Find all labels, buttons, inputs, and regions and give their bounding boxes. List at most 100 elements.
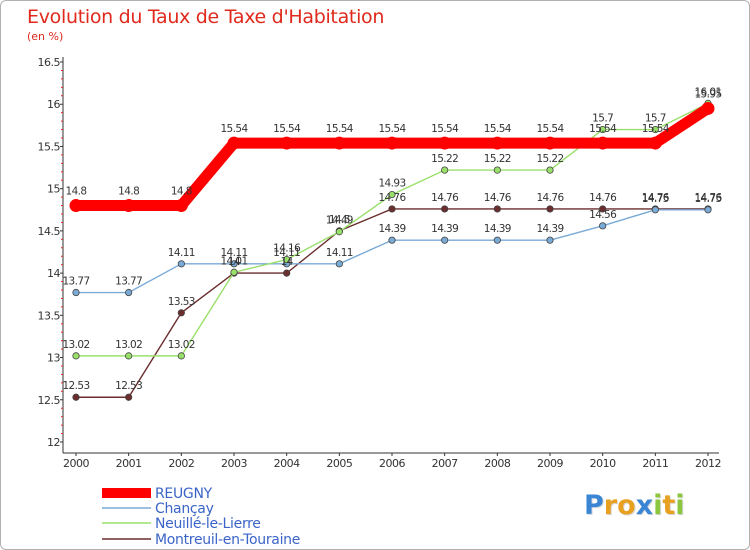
- data-label: 15.54: [536, 123, 564, 135]
- data-label: 14.76: [642, 192, 670, 204]
- data-label: 15.22: [536, 153, 563, 165]
- data-point: [599, 205, 607, 213]
- data-point: [438, 136, 452, 150]
- x-tick-label: 2007: [432, 457, 458, 470]
- y-tick-label: 14.5: [38, 225, 61, 238]
- data-label: 15.54: [431, 123, 459, 135]
- y-tick-label: 13: [47, 352, 60, 365]
- data-label: 12.53: [115, 380, 142, 392]
- data-point: [227, 136, 241, 150]
- data-point: [441, 236, 449, 244]
- data-label: 14.39: [378, 223, 405, 235]
- data-label: 14.8: [171, 186, 192, 198]
- x-tick-label: 2003: [221, 457, 247, 470]
- data-label: 13.02: [168, 339, 195, 351]
- x-tick-label: 2011: [642, 457, 668, 470]
- data-label: 15.54: [220, 123, 248, 135]
- data-label: 14.39: [536, 223, 563, 235]
- data-label: 15.54: [484, 123, 512, 135]
- data-point: [385, 136, 399, 150]
- data-label: 13.53: [168, 296, 195, 308]
- data-point: [493, 205, 501, 213]
- data-label: 14.8: [66, 186, 87, 198]
- data-point: [704, 206, 712, 214]
- legend-item: Montreuil-en-Touraine: [102, 532, 300, 548]
- legend-item: REUGNY: [102, 486, 213, 502]
- legend-label: Montreuil-en-Touraine: [155, 532, 300, 548]
- data-point: [388, 205, 396, 213]
- x-tick-label: 2002: [168, 457, 194, 470]
- x-tick-label: 2000: [63, 457, 89, 470]
- x-tick-label: 2012: [695, 457, 721, 470]
- y-tick-label: 12.5: [38, 394, 61, 407]
- x-tick-label: 2009: [537, 457, 563, 470]
- logo-letter: o: [617, 490, 636, 521]
- data-label: 14.76: [484, 192, 512, 204]
- y-tick-label: 13.5: [38, 309, 61, 322]
- data-label: 14.11: [326, 247, 353, 259]
- legend-label: Neuillé-le-Lierre: [155, 516, 261, 532]
- y-tick-label: 16.5: [38, 56, 61, 69]
- data-label: 14.76: [536, 192, 564, 204]
- axes: 12 12.5 13 13.5 14 14.5 15 15.5 16 16.5 2000 2001 20…: [38, 56, 722, 470]
- data-label: 16.01: [694, 86, 721, 98]
- data-label: 14.56: [589, 209, 617, 221]
- data-point: [230, 260, 238, 268]
- data-label: 12.53: [62, 380, 89, 392]
- data-label: 14.39: [431, 223, 458, 235]
- data-label: 15.22: [484, 153, 511, 165]
- logo-letter: x: [635, 490, 654, 521]
- data-point: [177, 309, 185, 317]
- data-label: 15.54: [273, 123, 301, 135]
- data-label: 14.75: [642, 193, 669, 205]
- y-tick-label: 15: [47, 183, 60, 196]
- data-label: 15.54: [589, 123, 617, 135]
- data-point: [599, 222, 607, 230]
- data-point: [596, 136, 610, 150]
- x-tick-label: 2005: [326, 457, 352, 470]
- chart-title: Evolution du Taux de Taxe d'Habitation: [27, 6, 385, 28]
- data-point: [283, 256, 291, 264]
- data-point: [72, 393, 80, 401]
- data-label: 14.39: [484, 223, 511, 235]
- data-point: [388, 190, 396, 199]
- data-label: 15.54: [378, 123, 406, 135]
- data-label: 14.49: [326, 215, 353, 227]
- data-label: 13.77: [115, 276, 142, 288]
- data-point: [388, 236, 396, 244]
- data-point: [441, 166, 449, 174]
- y-tick-label: 12: [47, 436, 60, 449]
- data-point: [441, 205, 449, 213]
- data-point: [490, 136, 504, 150]
- data-label: 14.76: [694, 192, 722, 204]
- data-point: [648, 136, 662, 150]
- data-point: [335, 260, 343, 268]
- data-point: [651, 206, 659, 214]
- data-point: [493, 166, 501, 174]
- data-label: 14.11: [168, 247, 195, 259]
- data-point: [546, 205, 554, 213]
- data-label: 14.16: [273, 243, 301, 255]
- data-label: 15.7: [592, 113, 613, 125]
- data-label: 13.02: [115, 339, 142, 351]
- logo-letter: i: [675, 490, 685, 521]
- data-point: [335, 228, 343, 236]
- data-label: 13.77: [62, 276, 89, 288]
- data-label: 14.5: [329, 214, 350, 226]
- data-label: 14.75: [694, 193, 721, 205]
- data-label: 15.7: [645, 113, 666, 125]
- data-point: [125, 352, 133, 360]
- data-point: [546, 236, 554, 244]
- data-point: [125, 288, 133, 297]
- data-label: 14.76: [431, 192, 459, 204]
- y-tick-label: 15.5: [38, 140, 61, 153]
- data-label: 15.95: [694, 88, 721, 100]
- data-point: [332, 136, 346, 150]
- logo-letter: r: [603, 490, 618, 521]
- logo-letter: i: [653, 490, 663, 521]
- data-label: 14.01: [220, 255, 247, 267]
- data-point: [280, 136, 294, 150]
- data-label: 14: [228, 256, 241, 268]
